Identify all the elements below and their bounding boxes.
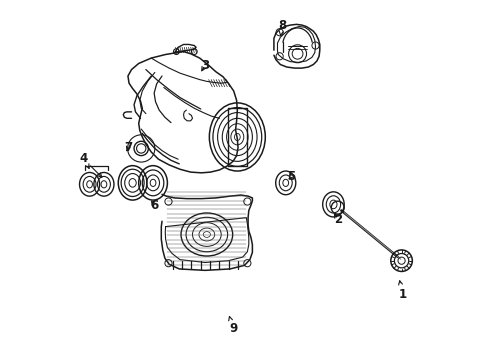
Text: 8: 8 — [278, 19, 285, 36]
Text: 9: 9 — [228, 316, 237, 335]
Text: 2: 2 — [333, 213, 341, 226]
Text: 1: 1 — [398, 281, 406, 301]
Text: 7: 7 — [123, 141, 132, 154]
Text: 3: 3 — [201, 59, 209, 72]
Text: 4: 4 — [80, 152, 89, 168]
Text: 5: 5 — [286, 170, 295, 183]
Text: 6: 6 — [150, 199, 158, 212]
